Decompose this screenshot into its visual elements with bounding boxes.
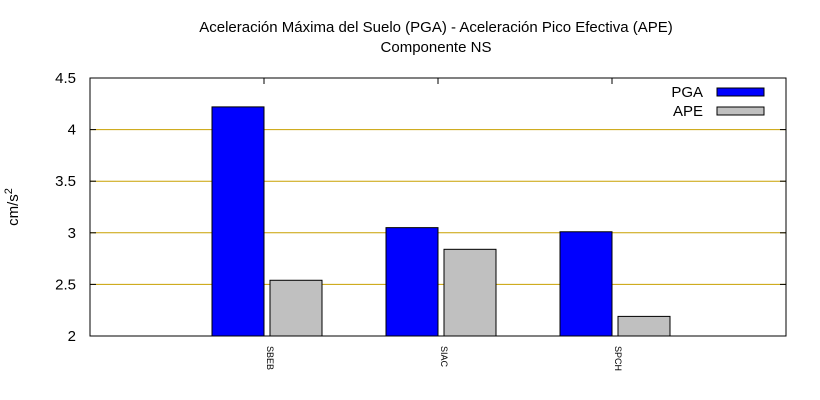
x-category-label: SPCH — [613, 346, 623, 371]
x-category-label: SIAC — [439, 346, 449, 368]
y-tick-label: 3 — [68, 225, 76, 242]
legend-label-pga: PGA — [671, 84, 703, 101]
bar-pga-siac — [385, 227, 439, 337]
bar-ape-sbeb — [269, 279, 323, 337]
legend-swatch-ape — [716, 106, 765, 116]
y-axis-label: cm/s2 — [3, 188, 22, 226]
bar-ape-siac — [443, 248, 497, 337]
bars — [211, 106, 671, 337]
legend: PGA APE — [671, 84, 765, 120]
y-axis-label-base: cm/s — [5, 194, 22, 226]
x-axis: SBEB SIAC SPCH — [263, 78, 623, 371]
x-category-label: SBEB — [265, 346, 275, 370]
bar-pga-spch — [559, 231, 613, 337]
y-tick-label: 2 — [68, 328, 76, 345]
bar-ape-spch — [617, 315, 671, 337]
y-axis-label-exponent: 2 — [3, 188, 15, 194]
chart-title-group: Aceleración Máxima del Suelo (PGA) - Ace… — [199, 19, 673, 56]
chart-title: Aceleración Máxima del Suelo (PGA) - Ace… — [199, 19, 673, 36]
bar-pga-sbeb — [211, 106, 265, 337]
y-tick-label: 4 — [68, 122, 76, 139]
y-tick-label: 2.5 — [55, 276, 76, 293]
chart-subtitle: Componente NS — [381, 39, 492, 56]
y-tick-label: 3.5 — [55, 173, 76, 190]
legend-label-ape: APE — [673, 103, 703, 120]
y-axis: 2 2.5 3 3.5 4 4.5 — [55, 70, 786, 345]
legend-swatch-pga — [716, 87, 765, 97]
y-tick-label: 4.5 — [55, 70, 76, 87]
